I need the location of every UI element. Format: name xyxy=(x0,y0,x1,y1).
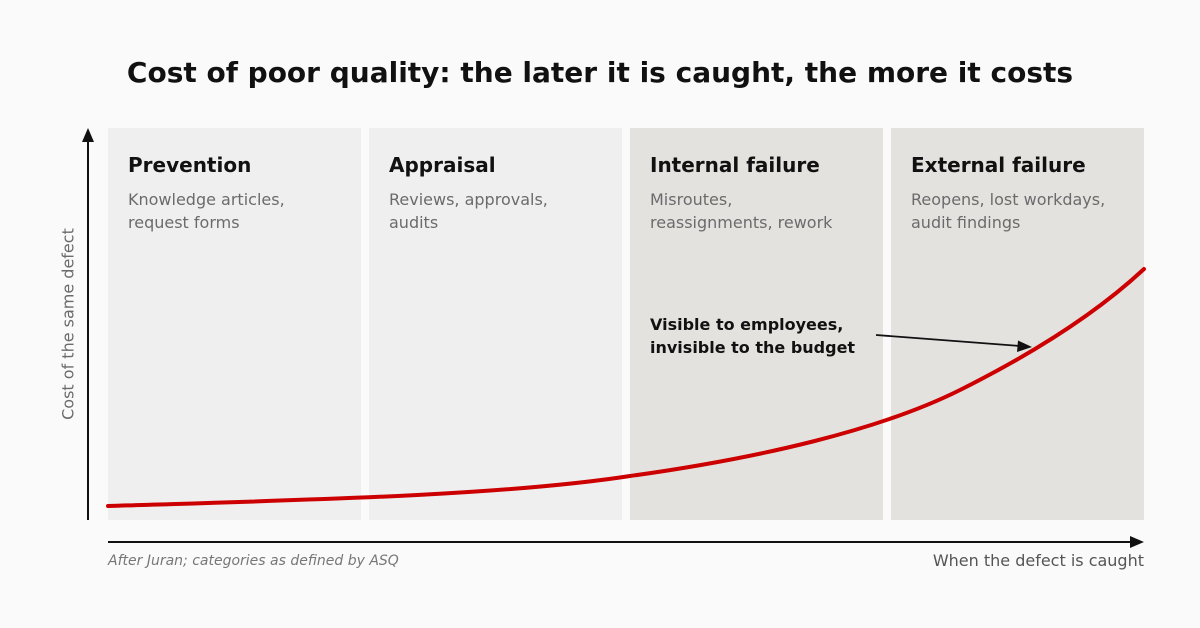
curve-annotation: Visible to employees, invisible to the b… xyxy=(650,315,856,357)
annotation-pointer-arrowhead xyxy=(1017,340,1032,352)
y-axis-arrowhead xyxy=(82,128,94,142)
stage-panel-appraisal: Appraisal Reviews, approvals, audits xyxy=(369,128,622,520)
stage-description: Misroutes, reassignments, rework xyxy=(650,190,833,232)
diagram-title: Cost of poor quality: the later it is ca… xyxy=(126,56,1074,89)
x-axis-arrowhead xyxy=(1130,536,1144,548)
stage-panel-prevention: Prevention Knowledge articles, request f… xyxy=(108,128,361,520)
annotation-pointer-line xyxy=(875,334,1021,347)
stage-heading: Appraisal xyxy=(389,153,496,177)
stage-heading: Internal failure xyxy=(650,153,820,177)
stage-panel-external-failure: External failure Reopens, lost workdays,… xyxy=(891,128,1144,520)
y-axis-label: Cost of the same defect xyxy=(58,228,78,420)
cost-curve xyxy=(106,267,1146,508)
source-note: After Juran; categories as defined by AS… xyxy=(108,553,399,569)
stage-heading: Prevention xyxy=(128,153,252,177)
stage-description: Knowledge articles, request forms xyxy=(128,190,285,232)
stage-description: Reopens, lost workdays, audit findings xyxy=(911,190,1106,232)
stage-heading: External failure xyxy=(911,153,1086,177)
x-axis-label: When the defect is caught xyxy=(932,551,1144,570)
stage-description: Reviews, approvals, audits xyxy=(389,190,548,232)
